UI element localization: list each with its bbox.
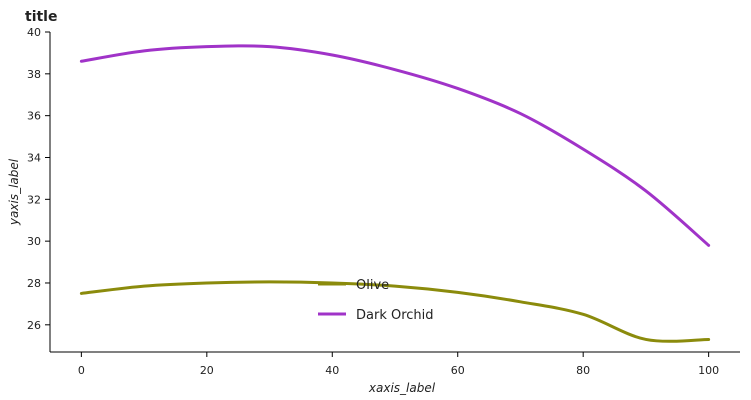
- y-axis-title: yaxis_label: [7, 158, 21, 226]
- y-tick-label: 30: [27, 235, 41, 248]
- x-axis: 0 20 40 60 80 100: [50, 351, 740, 377]
- y-tick-label: 38: [27, 68, 41, 81]
- legend-item-olive: Olive: [318, 278, 389, 293]
- legend: Olive Dark Orchid: [318, 278, 434, 323]
- legend-item-dark-orchid: Dark Orchid: [318, 308, 434, 323]
- x-tick-label: 0: [78, 364, 85, 377]
- y-tick-label: 28: [27, 277, 41, 290]
- y-axis: 26 28 30 32 34 36 38 40: [27, 26, 51, 352]
- series-layer: [79, 44, 711, 343]
- y-tick-label: 36: [27, 110, 41, 123]
- y-tick-label: 26: [27, 319, 41, 332]
- x-tick-label: 80: [576, 364, 590, 377]
- legend-label: Dark Orchid: [356, 308, 434, 323]
- y-tick-label: 34: [27, 151, 41, 164]
- y-tick-label: 32: [27, 193, 41, 206]
- x-tick-label: 40: [325, 364, 339, 377]
- x-tick-label: 60: [451, 364, 465, 377]
- x-tick-label: 100: [698, 364, 719, 377]
- series-line-dark-orchid: [79, 44, 711, 247]
- chart-title: title: [25, 9, 57, 25]
- legend-label: Olive: [356, 278, 389, 293]
- x-tick-label: 20: [200, 364, 214, 377]
- x-axis-title: xaxis_label: [368, 381, 436, 395]
- y-tick-label: 40: [27, 26, 41, 39]
- series-line-olive: [79, 280, 711, 343]
